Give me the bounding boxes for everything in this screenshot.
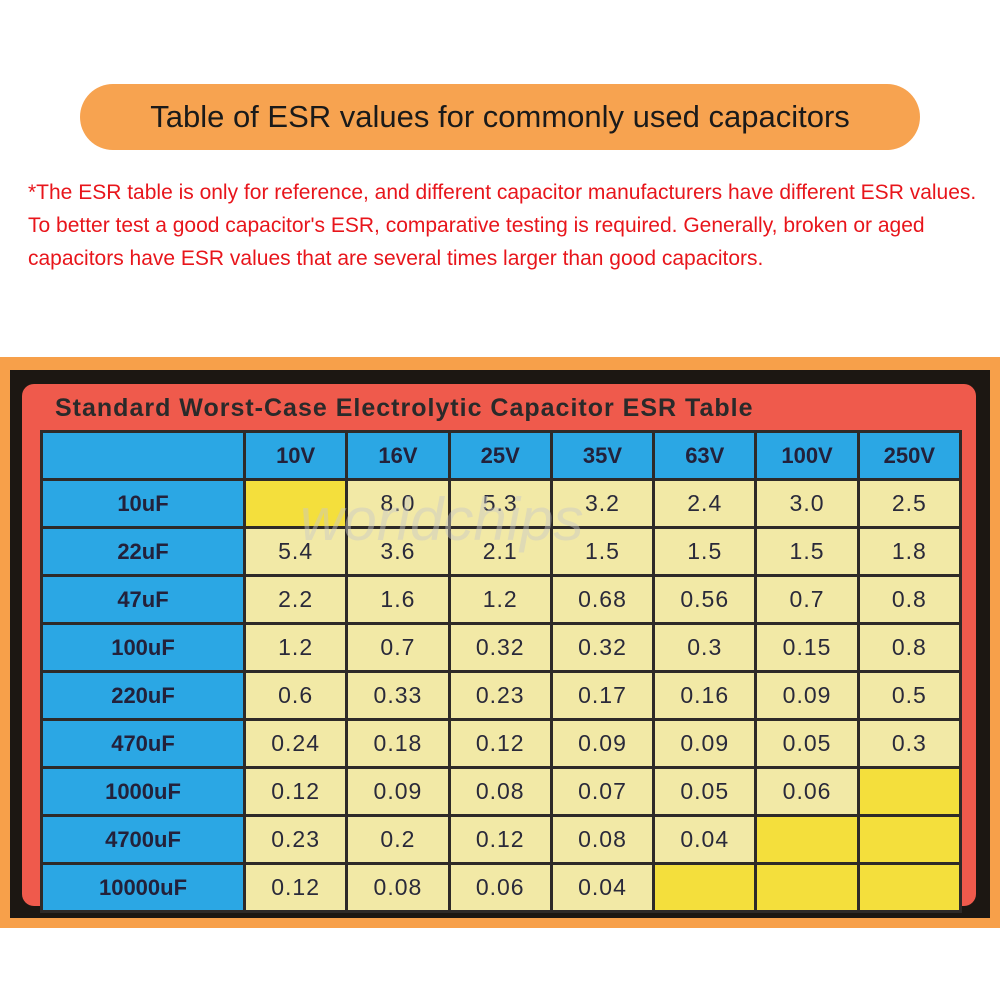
empty-cell bbox=[754, 862, 860, 913]
esr-cell: 0.08 bbox=[345, 862, 451, 913]
esr-cell: 0.7 bbox=[345, 622, 451, 673]
esr-cell: 0.8 bbox=[856, 574, 963, 625]
row-label: 220uF bbox=[40, 670, 246, 721]
row: 10000uF 0.12 0.08 0.06 0.04 bbox=[40, 862, 963, 913]
empty-cell bbox=[242, 478, 349, 529]
esr-cell: 0.24 bbox=[242, 718, 349, 769]
row-label: 470uF bbox=[40, 718, 246, 769]
esr-cell: 0.33 bbox=[345, 670, 451, 721]
esr-cell: 3.0 bbox=[754, 478, 860, 529]
esr-cell: 0.12 bbox=[242, 862, 349, 913]
esr-cell: 0.12 bbox=[447, 718, 553, 769]
row: 470uF 0.24 0.18 0.12 0.09 0.09 0.05 0.3 bbox=[40, 718, 963, 769]
title-pill: Table of ESR values for commonly used ca… bbox=[80, 84, 920, 150]
esr-cell: 1.2 bbox=[242, 622, 349, 673]
esr-cell: 0.15 bbox=[754, 622, 860, 673]
esr-cell: 0.32 bbox=[447, 622, 553, 673]
esr-cell: 5.4 bbox=[242, 526, 349, 577]
row-label: 10000uF bbox=[40, 862, 246, 913]
esr-cell: 0.7 bbox=[754, 574, 860, 625]
esr-cell: 0.04 bbox=[652, 814, 758, 865]
esr-cell: 0.68 bbox=[549, 574, 656, 625]
row: 47uF 2.2 1.6 1.2 0.68 0.56 0.7 0.8 bbox=[40, 574, 963, 625]
row: 22uF 5.4 3.6 2.1 1.5 1.5 1.5 1.8 bbox=[40, 526, 963, 577]
esr-cell: 1.8 bbox=[856, 526, 963, 577]
esr-cell: 0.09 bbox=[754, 670, 860, 721]
esr-cell: 0.05 bbox=[652, 766, 758, 817]
esr-cell: 1.2 bbox=[447, 574, 553, 625]
esr-cell: 0.17 bbox=[549, 670, 656, 721]
note: *The ESR table is only for reference, an… bbox=[28, 181, 977, 270]
esr-cell: 0.2 bbox=[345, 814, 451, 865]
esr-cell: 0.56 bbox=[652, 574, 758, 625]
esr-cell: 0.16 bbox=[652, 670, 758, 721]
row-label: 100uF bbox=[40, 622, 246, 673]
table-title: Standard Worst-Case Electrolytic Capacit… bbox=[55, 394, 754, 422]
row: 220uF 0.6 0.33 0.23 0.17 0.16 0.09 0.5 bbox=[40, 670, 963, 721]
esr-cell: 0.04 bbox=[549, 862, 656, 913]
row-label: 1000uF bbox=[40, 766, 246, 817]
esr-cell: 1.5 bbox=[754, 526, 860, 577]
esr-cell: 0.08 bbox=[549, 814, 656, 865]
row: 10uF 8.0 5.3 3.2 2.4 3.0 2.5 bbox=[40, 478, 963, 529]
esr-cell: 0.07 bbox=[549, 766, 656, 817]
esr-cell: 0.23 bbox=[447, 670, 553, 721]
row-label: 4700uF bbox=[40, 814, 246, 865]
esr-cell: 3.2 bbox=[549, 478, 656, 529]
esr-cell: 2.1 bbox=[447, 526, 553, 577]
esr-cell: 0.18 bbox=[345, 718, 451, 769]
esr-cell: 0.09 bbox=[345, 766, 451, 817]
esr-cell: 0.5 bbox=[856, 670, 963, 721]
esr-cell: 0.08 bbox=[447, 766, 553, 817]
empty-cell bbox=[856, 766, 963, 817]
empty-cell bbox=[856, 862, 963, 913]
esr-cell: 0.3 bbox=[856, 718, 963, 769]
esr-cell: 0.09 bbox=[652, 718, 758, 769]
column-header: 63V bbox=[652, 430, 758, 481]
esr-cell: 0.23 bbox=[242, 814, 349, 865]
esr-cell: 0.06 bbox=[447, 862, 553, 913]
empty-cell bbox=[652, 862, 758, 913]
esr-cell: 2.4 bbox=[652, 478, 758, 529]
row-label: 10uF bbox=[40, 478, 246, 529]
row: 100uF 1.2 0.7 0.32 0.32 0.3 0.15 0.8 bbox=[40, 622, 963, 673]
column-header: 16V bbox=[345, 430, 451, 481]
title: Table of ESR values for commonly used ca… bbox=[150, 99, 850, 134]
row: 4700uF 0.23 0.2 0.12 0.08 0.04 bbox=[40, 814, 963, 865]
row-label: 22uF bbox=[40, 526, 246, 577]
esr-cell: 0.05 bbox=[754, 718, 860, 769]
column-header: 250V bbox=[856, 430, 963, 481]
esr-cell: 0.06 bbox=[754, 766, 860, 817]
esr-cell: 2.2 bbox=[242, 574, 349, 625]
esr-cell: 0.3 bbox=[652, 622, 758, 673]
esr-cell: 0.12 bbox=[447, 814, 553, 865]
corner-cell bbox=[40, 430, 246, 481]
esr-cell: 1.5 bbox=[652, 526, 758, 577]
watermark: worldchips bbox=[300, 486, 584, 553]
esr-table: 10V 16V 25V 35V 63V 100V 250V 10uF 8.0 5.3 3.2 2.4 3… bbox=[40, 430, 963, 913]
esr-cell: 8.0 bbox=[345, 478, 451, 529]
esr-cell: 0.8 bbox=[856, 622, 963, 673]
empty-cell bbox=[856, 814, 963, 865]
esr-cell: 1.5 bbox=[549, 526, 656, 577]
esr-cell: 0.12 bbox=[242, 766, 349, 817]
row-label: 47uF bbox=[40, 574, 246, 625]
esr-cell: 0.09 bbox=[549, 718, 656, 769]
column-header: 10V bbox=[242, 430, 349, 481]
column-header: 35V bbox=[549, 430, 656, 481]
header-row: 10V 16V 25V 35V 63V 100V 250V bbox=[40, 430, 963, 481]
esr-cell: 1.6 bbox=[345, 574, 451, 625]
row: 1000uF 0.12 0.09 0.08 0.07 0.05 0.06 bbox=[40, 766, 963, 817]
empty-cell bbox=[754, 814, 860, 865]
esr-cell: 2.5 bbox=[856, 478, 963, 529]
column-header: 25V bbox=[447, 430, 553, 481]
esr-cell: 5.3 bbox=[447, 478, 553, 529]
esr-cell: 0.6 bbox=[242, 670, 349, 721]
column-header: 100V bbox=[754, 430, 860, 481]
esr-cell: 0.32 bbox=[549, 622, 656, 673]
esr-cell: 3.6 bbox=[345, 526, 451, 577]
